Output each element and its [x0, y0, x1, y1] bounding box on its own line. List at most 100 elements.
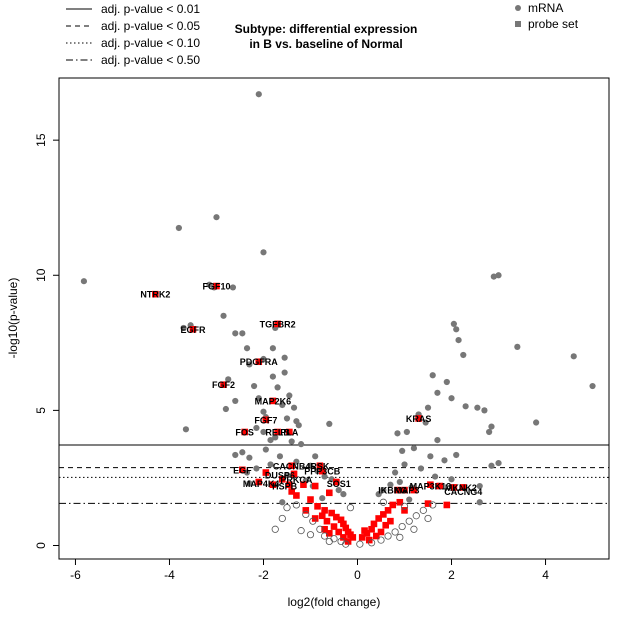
probe-set-point — [314, 503, 321, 510]
mrna-point — [399, 447, 406, 455]
probe-set-point — [424, 500, 432, 507]
mrna-point — [283, 415, 291, 422]
mrna-point — [262, 446, 269, 453]
mrna-point — [246, 454, 253, 461]
mrna-point — [222, 405, 229, 413]
gene-label: FGF10 — [202, 282, 230, 292]
mrna-point — [232, 397, 239, 405]
probe-set-point — [368, 525, 375, 533]
open-point — [405, 517, 413, 525]
open-point — [306, 531, 315, 539]
open-point — [377, 536, 385, 544]
probe-set-point — [213, 282, 220, 290]
probe-set-point — [333, 478, 340, 486]
probe-set-point — [288, 462, 295, 470]
mrna-point — [429, 372, 436, 379]
gene-label: TGFBR2 — [260, 319, 296, 329]
gene-label: MKNK2 — [445, 483, 477, 493]
probe-set-point — [288, 488, 295, 495]
gene-label: CACNG4 — [444, 487, 482, 497]
probe-set-point — [286, 428, 293, 436]
open-point — [400, 502, 409, 510]
mrna-point — [232, 330, 239, 337]
probe-set-point — [436, 482, 444, 490]
probe-set-point — [262, 416, 270, 424]
probe-set-point — [255, 358, 263, 366]
probe-set-point — [321, 507, 328, 514]
mrna-point — [453, 326, 460, 333]
mrna-point — [290, 404, 298, 411]
mrna-point — [448, 476, 455, 483]
mrna-point — [281, 369, 288, 376]
probe-set-point — [274, 428, 281, 436]
mrna-point — [225, 376, 232, 383]
mrna-point — [396, 478, 403, 486]
probe-set-point — [300, 481, 307, 488]
gene-labels: NTRK2 FGF10 EGFR TGFBR2 PDGFRA FGF2 MAP2K6 FGF7… — [140, 282, 482, 497]
mrna-point — [589, 382, 596, 390]
mrna-point — [239, 449, 246, 456]
probe-set-point — [290, 470, 298, 478]
mrna-point — [206, 281, 213, 288]
probe-set-point — [333, 513, 340, 521]
mrna-point — [434, 389, 441, 396]
probe-set-point — [361, 527, 368, 534]
gene-label: PLA — [280, 427, 299, 437]
mrna-point — [462, 403, 469, 410]
x-tick-label: -4 — [164, 568, 175, 582]
y-tick-label: 0 — [34, 542, 48, 549]
mrna-point — [220, 312, 227, 319]
probe-set-point — [189, 326, 197, 333]
gene-label: RSK — [310, 461, 330, 471]
threshold-legend-label: adj. p-value < 0.10 — [101, 36, 200, 50]
mrna-point — [272, 434, 279, 441]
open-point — [391, 528, 399, 536]
probe-set-point — [340, 520, 347, 528]
y-axis-label: -log10(p-value) — [6, 278, 20, 359]
probe-set-point — [389, 501, 397, 509]
probe-set-point — [323, 517, 331, 525]
probe-set-point — [311, 482, 319, 490]
mrna-point — [481, 407, 488, 414]
mrna-point — [326, 420, 333, 427]
legend-probe-marker — [515, 21, 521, 27]
gene-label: MAP3 — [394, 486, 419, 496]
gene-label: RELB — [265, 427, 290, 437]
mrna-point — [253, 465, 260, 472]
probe-set-point — [382, 521, 390, 529]
open-point — [396, 533, 404, 541]
mrna-point — [255, 91, 262, 98]
gene-label: NTRK2 — [140, 290, 170, 300]
open-point — [342, 540, 350, 548]
mrna-point — [260, 408, 267, 415]
mrna-point — [474, 404, 481, 411]
open-point — [302, 510, 310, 519]
mrna-point — [427, 453, 434, 460]
threshold-legend-label: adj. p-value < 0.01 — [101, 2, 200, 16]
open-point — [398, 522, 406, 531]
probe-set-point — [443, 501, 451, 509]
gene-label: PPP3CB — [304, 467, 341, 477]
mrna-point — [276, 453, 284, 460]
mrna-point — [286, 392, 293, 399]
threshold-legend: adj. p-value < 0.01 adj. p-value < 0.05 ad… — [66, 2, 200, 67]
probe-set-point — [325, 530, 333, 537]
mrna-point — [450, 320, 457, 328]
gene-label: DUSP6 — [265, 471, 295, 481]
mrna-point — [260, 249, 267, 256]
mrna-point — [279, 401, 286, 409]
mrna-point — [488, 462, 495, 469]
probe-set-point — [380, 511, 387, 518]
probe-set-point — [330, 523, 338, 530]
mrna-point — [476, 482, 483, 490]
mrna-point — [488, 423, 495, 430]
probe-set-point — [401, 507, 408, 514]
open-point — [330, 535, 338, 543]
gene-label: PDGFRA — [240, 357, 279, 367]
mrna-point — [246, 480, 253, 487]
gene-label: FGF7 — [254, 415, 277, 425]
gene-label: HSPB — [272, 482, 298, 492]
mrna-point — [80, 278, 88, 285]
mrna-point — [295, 422, 302, 429]
